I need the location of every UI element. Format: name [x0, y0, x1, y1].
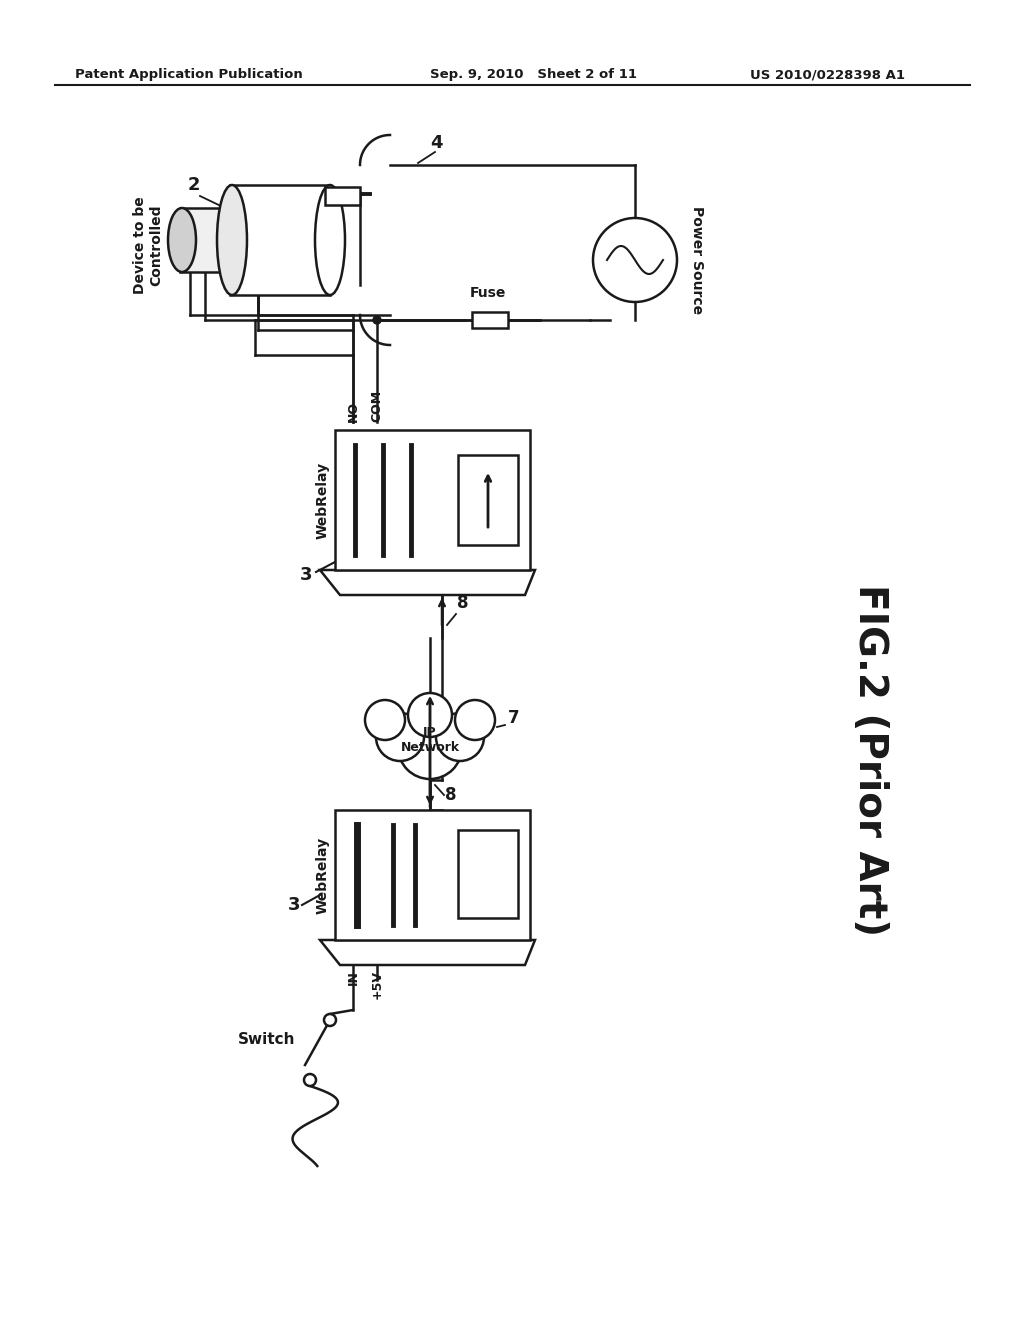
Text: 7: 7: [508, 709, 519, 727]
Bar: [472, 312, 508, 327]
Text: US 2010/0228398 A1: US 2010/0228398 A1: [750, 69, 905, 81]
Circle shape: [436, 713, 484, 762]
Text: Patent Application Publication: Patent Application Publication: [75, 69, 303, 81]
Circle shape: [324, 1014, 336, 1026]
Circle shape: [304, 1074, 316, 1086]
Bar: [325, 187, 360, 205]
Text: 8: 8: [445, 785, 457, 804]
Circle shape: [365, 700, 406, 741]
Text: Fuse: Fuse: [470, 286, 507, 300]
Text: Switch: Switch: [238, 1032, 296, 1048]
Bar: [335, 430, 530, 570]
Text: 2: 2: [188, 176, 201, 194]
Text: 3: 3: [300, 566, 312, 583]
Text: +5V: +5V: [371, 970, 384, 999]
Text: WebRelay: WebRelay: [316, 837, 330, 913]
Circle shape: [408, 693, 452, 737]
Text: IN: IN: [346, 970, 359, 985]
Text: 8: 8: [457, 594, 469, 612]
Polygon shape: [319, 570, 535, 595]
Text: FIG.2 (Prior Art): FIG.2 (Prior Art): [851, 583, 889, 936]
Ellipse shape: [315, 185, 345, 294]
Circle shape: [373, 315, 381, 323]
Bar: [458, 830, 518, 917]
Text: IP
Network: IP Network: [400, 726, 460, 754]
Text: 3: 3: [288, 896, 300, 913]
Text: Power Source: Power Source: [690, 206, 705, 314]
Bar: [180, 209, 232, 272]
Text: Device to be
Controlled: Device to be Controlled: [133, 197, 163, 294]
Circle shape: [376, 713, 424, 762]
Text: 4: 4: [430, 135, 442, 152]
Bar: [230, 185, 330, 294]
Text: WebRelay: WebRelay: [316, 462, 330, 539]
Text: COM: COM: [371, 389, 384, 422]
Circle shape: [593, 218, 677, 302]
Text: Sep. 9, 2010   Sheet 2 of 11: Sep. 9, 2010 Sheet 2 of 11: [430, 69, 637, 81]
Ellipse shape: [217, 185, 247, 294]
Bar: [458, 455, 518, 545]
Circle shape: [455, 700, 495, 741]
Text: NO: NO: [346, 401, 359, 422]
Circle shape: [398, 715, 462, 779]
Ellipse shape: [168, 209, 196, 272]
Bar: [335, 810, 530, 940]
Polygon shape: [319, 940, 535, 965]
